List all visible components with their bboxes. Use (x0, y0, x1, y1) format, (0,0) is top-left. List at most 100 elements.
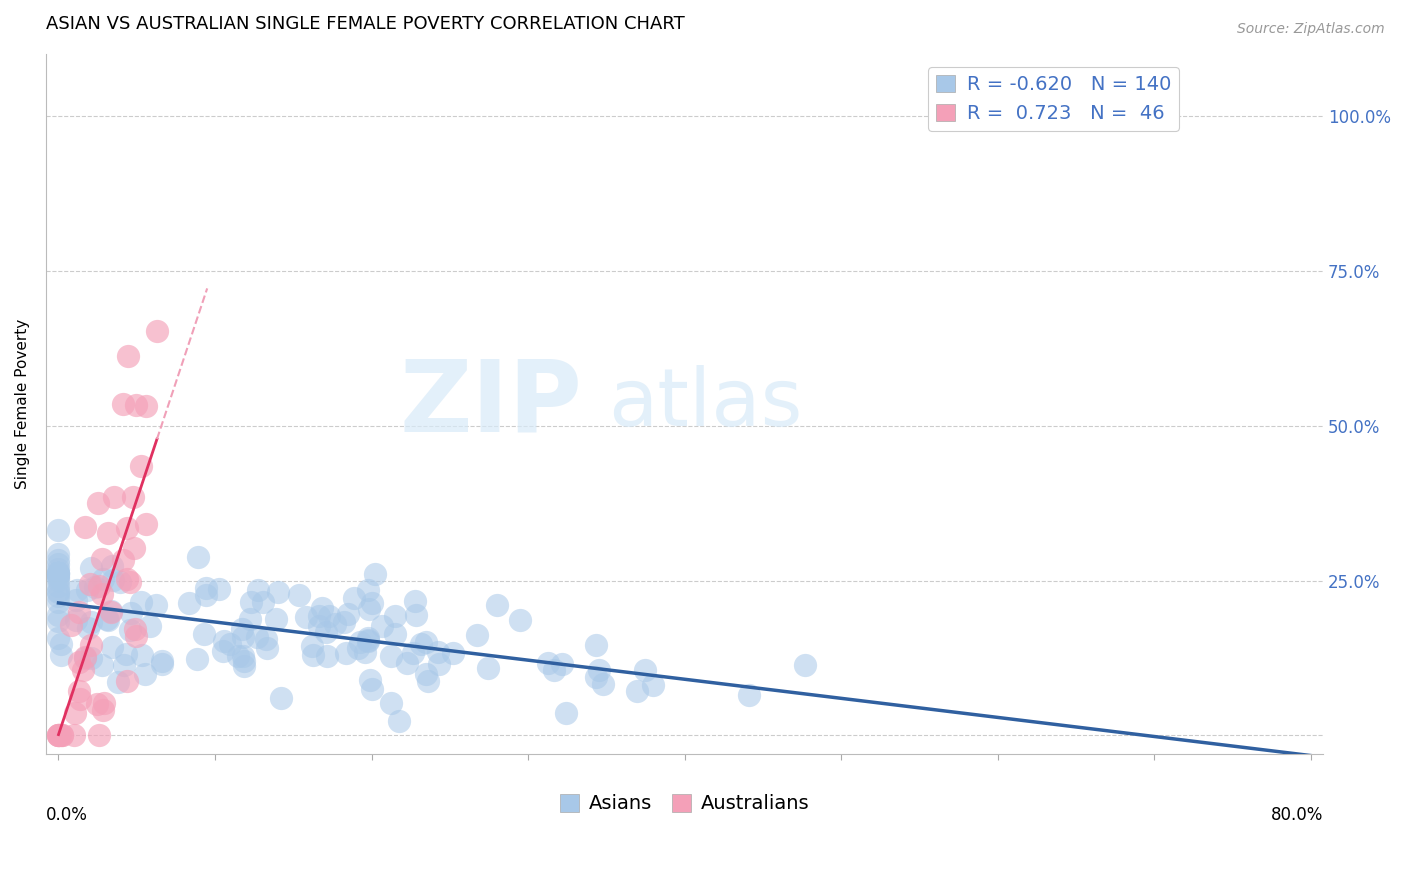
Point (353, 645, 375, 659)
Point (115, 674, 138, 689)
Point (135, 399, 157, 413)
Point (48, 562, 70, 576)
Point (112, 397, 135, 411)
Point (270, 691, 292, 706)
Point (323, 616, 346, 631)
Point (80, 638, 103, 652)
Legend: Asians, Australians: Asians, Australians (553, 787, 817, 822)
Point (100, 604, 122, 618)
Point (477, 661, 499, 675)
Point (122, 541, 145, 555)
Point (359, 673, 381, 687)
Point (359, 602, 381, 616)
Point (332, 615, 354, 629)
Point (73, 520, 96, 534)
Point (48, 589, 70, 603)
Point (100, 640, 122, 655)
Point (72, 663, 94, 677)
Point (65, 613, 87, 627)
Point (380, 696, 402, 710)
Point (404, 594, 426, 608)
Point (124, 623, 146, 637)
Point (91, 551, 114, 566)
Point (80, 650, 103, 665)
Point (252, 595, 274, 609)
Point (415, 635, 437, 649)
Point (139, 619, 162, 633)
Point (108, 575, 131, 590)
Point (59, 617, 82, 632)
Point (316, 648, 339, 663)
Point (349, 635, 371, 649)
Point (48, 547, 70, 561)
Point (51, 728, 73, 742)
Point (129, 594, 152, 608)
Point (48, 595, 70, 609)
Point (97, 613, 120, 627)
Point (415, 666, 437, 681)
Text: 0.0%: 0.0% (46, 806, 87, 824)
Point (48, 631, 70, 645)
Point (426, 645, 449, 659)
Point (318, 609, 340, 624)
Point (308, 619, 330, 633)
Point (51, 728, 73, 742)
Point (194, 581, 217, 595)
Point (246, 583, 269, 598)
Point (585, 638, 607, 652)
Point (49, 637, 72, 651)
Point (232, 648, 254, 663)
Point (336, 607, 359, 621)
Point (77, 621, 100, 635)
Point (103, 491, 125, 505)
Point (486, 599, 509, 613)
Point (48, 728, 70, 742)
Point (150, 654, 173, 668)
Point (311, 600, 333, 615)
Point (233, 659, 256, 673)
Point (134, 666, 156, 681)
Point (48, 553, 70, 567)
Point (48, 566, 70, 580)
Point (49, 728, 72, 742)
Point (301, 648, 323, 662)
Point (91, 572, 114, 586)
Point (48, 728, 70, 742)
Point (101, 559, 124, 574)
Point (467, 628, 489, 642)
Point (226, 649, 249, 664)
Point (641, 678, 664, 692)
Point (177, 596, 200, 610)
Point (48, 566, 70, 580)
Point (48, 728, 70, 742)
Point (118, 624, 141, 638)
Point (239, 595, 262, 609)
Point (124, 629, 146, 643)
Point (347, 640, 370, 655)
Point (588, 663, 610, 677)
Point (543, 663, 565, 677)
Point (193, 626, 215, 640)
Point (48, 566, 70, 581)
Text: ZIP: ZIP (399, 356, 582, 452)
Point (308, 609, 330, 624)
Point (427, 657, 450, 672)
Text: Source: ZipAtlas.com: Source: ZipAtlas.com (1237, 22, 1385, 37)
Point (212, 633, 235, 648)
Point (131, 459, 153, 474)
Point (107, 674, 129, 689)
Point (441, 647, 464, 661)
Point (87, 728, 110, 742)
Point (83, 580, 105, 594)
Point (96, 612, 118, 626)
Point (343, 591, 366, 605)
Point (335, 646, 357, 660)
Point (79, 577, 101, 591)
Point (115, 521, 138, 535)
Point (65, 592, 87, 607)
Point (418, 674, 440, 689)
Point (554, 706, 576, 721)
Point (48, 608, 70, 623)
Point (592, 677, 614, 691)
Point (122, 490, 145, 504)
